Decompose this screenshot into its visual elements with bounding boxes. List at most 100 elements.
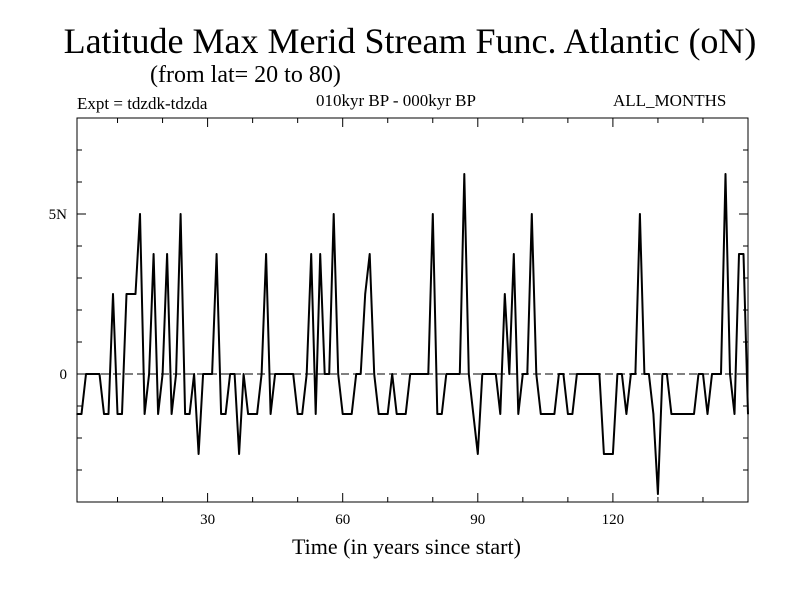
data-point — [454, 373, 457, 375]
data-point — [418, 373, 421, 375]
x-tick-label: 90 — [470, 512, 485, 528]
data-point — [233, 373, 236, 375]
data-point — [256, 413, 258, 415]
data-point — [603, 453, 605, 455]
data-point — [89, 373, 92, 375]
axis-ticks — [77, 118, 748, 502]
data-point — [242, 373, 245, 375]
data-point — [341, 413, 344, 415]
data-point — [125, 293, 128, 295]
data-point — [612, 453, 614, 455]
data-point — [166, 253, 168, 255]
data-point — [445, 373, 448, 375]
data-point — [724, 173, 727, 175]
data-point — [697, 373, 700, 375]
data-point — [409, 373, 412, 375]
data-point — [274, 373, 276, 375]
data-point — [531, 213, 533, 215]
data-point — [359, 373, 362, 375]
data-point — [107, 413, 110, 415]
data-point — [319, 253, 321, 255]
data-point — [679, 413, 682, 415]
data-point — [296, 413, 299, 415]
data-point — [197, 453, 200, 455]
data-point — [211, 373, 213, 375]
data-point — [733, 413, 736, 415]
data-point — [729, 373, 731, 375]
data-point — [544, 413, 547, 415]
data-point — [436, 413, 439, 415]
data-point — [382, 413, 385, 415]
data-point — [607, 453, 610, 455]
data-point — [292, 373, 294, 375]
data-point — [481, 373, 484, 375]
data-point — [346, 413, 349, 415]
data-point — [675, 413, 677, 415]
axis-tick-labels: 30 60 90 120 0 5N — [49, 207, 624, 528]
data-point — [368, 253, 371, 255]
data-point — [517, 413, 520, 415]
data-point — [422, 373, 425, 375]
period-label: 010kyr BP - 000kyr BP — [316, 91, 476, 110]
data-point — [287, 373, 290, 375]
data-point — [400, 413, 403, 415]
data-point — [567, 413, 569, 415]
data-point — [652, 413, 655, 415]
data-point — [553, 413, 556, 415]
data-point — [688, 413, 691, 415]
data-point — [431, 213, 434, 215]
data-point — [269, 413, 272, 415]
data-point — [738, 253, 740, 255]
data-point — [134, 293, 137, 295]
data-point — [395, 413, 398, 415]
data-point — [157, 413, 159, 415]
data-point — [238, 453, 240, 455]
data-point — [576, 373, 578, 375]
data-point — [449, 373, 452, 375]
data-point — [670, 413, 673, 415]
data-point — [350, 413, 353, 415]
data-point — [440, 413, 443, 415]
data-point — [170, 413, 173, 415]
data-point — [549, 413, 551, 415]
data-point — [639, 213, 641, 215]
chart-title: Latitude Max Merid Stream Func. Atlantic… — [63, 21, 757, 61]
data-point — [715, 373, 718, 375]
data-point — [684, 413, 686, 415]
data-point — [634, 373, 637, 375]
data-point — [630, 373, 632, 375]
data-point — [486, 373, 488, 375]
data-point — [391, 373, 394, 375]
data-point — [323, 373, 326, 375]
data-point — [314, 413, 317, 415]
data-point — [463, 173, 466, 175]
data-point — [706, 413, 709, 415]
data-point — [386, 413, 389, 415]
data-point — [224, 413, 227, 415]
data-point — [94, 373, 96, 375]
data-point — [260, 373, 263, 375]
data-point — [179, 213, 182, 215]
data-point — [476, 453, 479, 455]
data-point — [377, 413, 380, 415]
data-point — [247, 413, 249, 415]
data-point — [490, 373, 493, 375]
data-point — [427, 373, 430, 375]
data-point — [112, 293, 114, 295]
data-point — [702, 373, 704, 375]
data-point — [558, 373, 560, 375]
data-point — [80, 413, 83, 415]
data-point — [251, 413, 254, 415]
data-point — [616, 373, 619, 375]
data-point — [121, 413, 123, 415]
data-point — [562, 373, 565, 375]
data-series-line — [77, 173, 749, 495]
data-point — [202, 373, 204, 375]
data-point — [188, 413, 191, 415]
data-point — [535, 373, 538, 375]
data-point — [621, 373, 623, 375]
data-point — [373, 373, 376, 375]
data-point — [526, 373, 529, 375]
data-point — [148, 373, 150, 375]
